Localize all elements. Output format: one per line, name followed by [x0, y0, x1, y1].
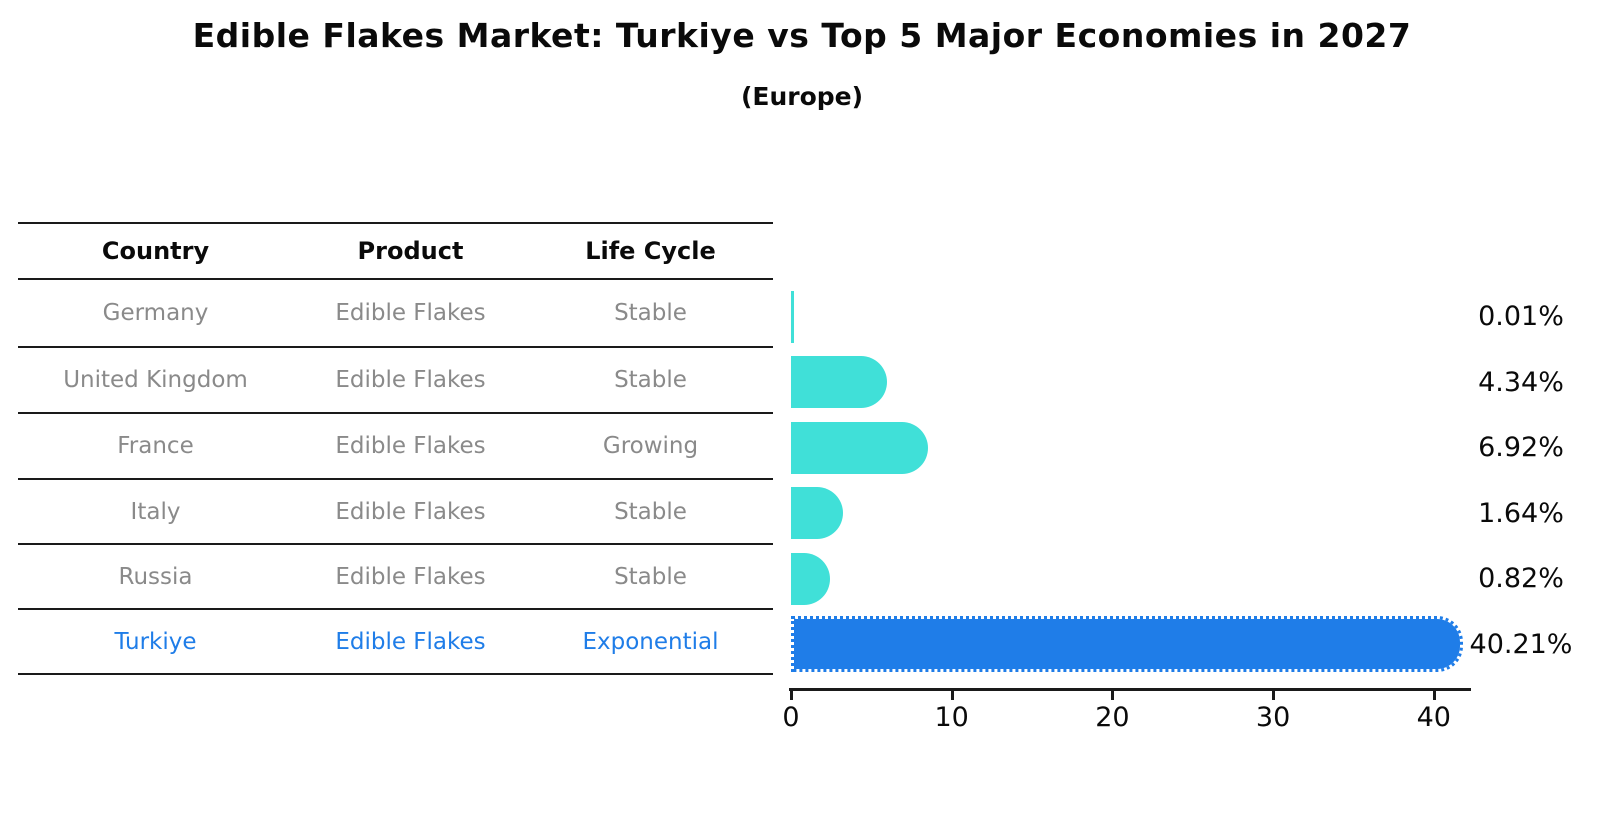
cell-product: Edible Flakes [335, 433, 486, 459]
x-axis-line [789, 688, 1471, 691]
chart-title: Edible Flakes Market: Turkiye vs Top 5 M… [192, 16, 1412, 55]
value-label: 0.82% [1478, 563, 1564, 595]
x-axis-tick-label: 40 [1416, 702, 1451, 733]
cell-product: Edible Flakes [335, 300, 486, 326]
bar-row [791, 481, 1491, 547]
table-row: United Kingdom Edible Flakes Stable [18, 348, 773, 414]
bar-turkiye [791, 616, 1464, 673]
bar-row [791, 415, 1491, 481]
x-axis-tick-label: 0 [782, 702, 800, 733]
cell-country: Italy [130, 498, 181, 525]
cell-product: Edible Flakes [335, 367, 486, 393]
column-header-life-cycle: Life Cycle [585, 237, 716, 265]
table-row: Russia Edible Flakes Stable [18, 545, 773, 610]
x-axis-tick-label: 20 [1095, 702, 1130, 733]
x-axis: 0 10 20 30 40 [782, 688, 1481, 748]
x-axis-tick [1432, 691, 1436, 700]
bar-plot [791, 284, 1491, 677]
value-label: 6.92% [1478, 432, 1564, 464]
country-table: Country Product Life Cycle Germany Edibl… [18, 222, 773, 675]
cell-life-cycle: Stable [614, 367, 687, 393]
bar-united-kingdom [791, 356, 887, 409]
table-row: France Edible Flakes Growing [18, 414, 773, 480]
cell-country: United Kingdom [63, 367, 248, 393]
cell-country: Germany [102, 300, 209, 326]
bar-italy [791, 487, 844, 540]
cell-country: Turkiye [114, 628, 197, 655]
column-header-country: Country [101, 237, 210, 265]
bar-russia [791, 552, 831, 605]
cell-life-cycle: Exponential [582, 628, 719, 655]
cell-country: Russia [118, 563, 193, 590]
cell-life-cycle: Stable [614, 300, 687, 326]
table-header-row: Country Product Life Cycle [18, 224, 773, 280]
value-label: 4.34% [1478, 366, 1564, 398]
table-row: Germany Edible Flakes Stable [18, 280, 773, 348]
cell-life-cycle: Growing [602, 433, 699, 459]
bar-row [791, 350, 1491, 416]
bar-germany [791, 290, 794, 343]
cell-product: Edible Flakes [335, 563, 486, 590]
table-row: Italy Edible Flakes Stable [18, 480, 773, 545]
bar-row [791, 612, 1491, 678]
chart-subtitle: (Europe) [740, 82, 864, 111]
x-axis-tick [1272, 691, 1276, 700]
bar-france [791, 421, 929, 474]
cell-life-cycle: Stable [614, 563, 687, 590]
x-axis-tick [950, 691, 954, 700]
value-label-column: 0.01% 4.34% 6.92% 1.64% 0.82% 40.21% [1442, 284, 1600, 677]
x-axis-tick [790, 691, 793, 700]
cell-product: Edible Flakes [335, 628, 486, 655]
column-header-product: Product [357, 237, 464, 265]
bar-row [791, 284, 1491, 350]
x-axis-tick-label: 10 [934, 702, 969, 733]
x-axis-tick [1111, 691, 1115, 700]
value-label: 0.01% [1478, 301, 1564, 333]
cell-life-cycle: Stable [614, 498, 687, 525]
cell-country: France [117, 433, 194, 459]
bar-row [791, 546, 1491, 612]
value-label: 1.64% [1478, 497, 1564, 529]
value-label: 40.21% [1469, 628, 1573, 660]
x-axis-tick-label: 30 [1255, 702, 1291, 733]
cell-product: Edible Flakes [335, 498, 486, 525]
table-row-highlighted: Turkiye Edible Flakes Exponential [18, 610, 773, 675]
